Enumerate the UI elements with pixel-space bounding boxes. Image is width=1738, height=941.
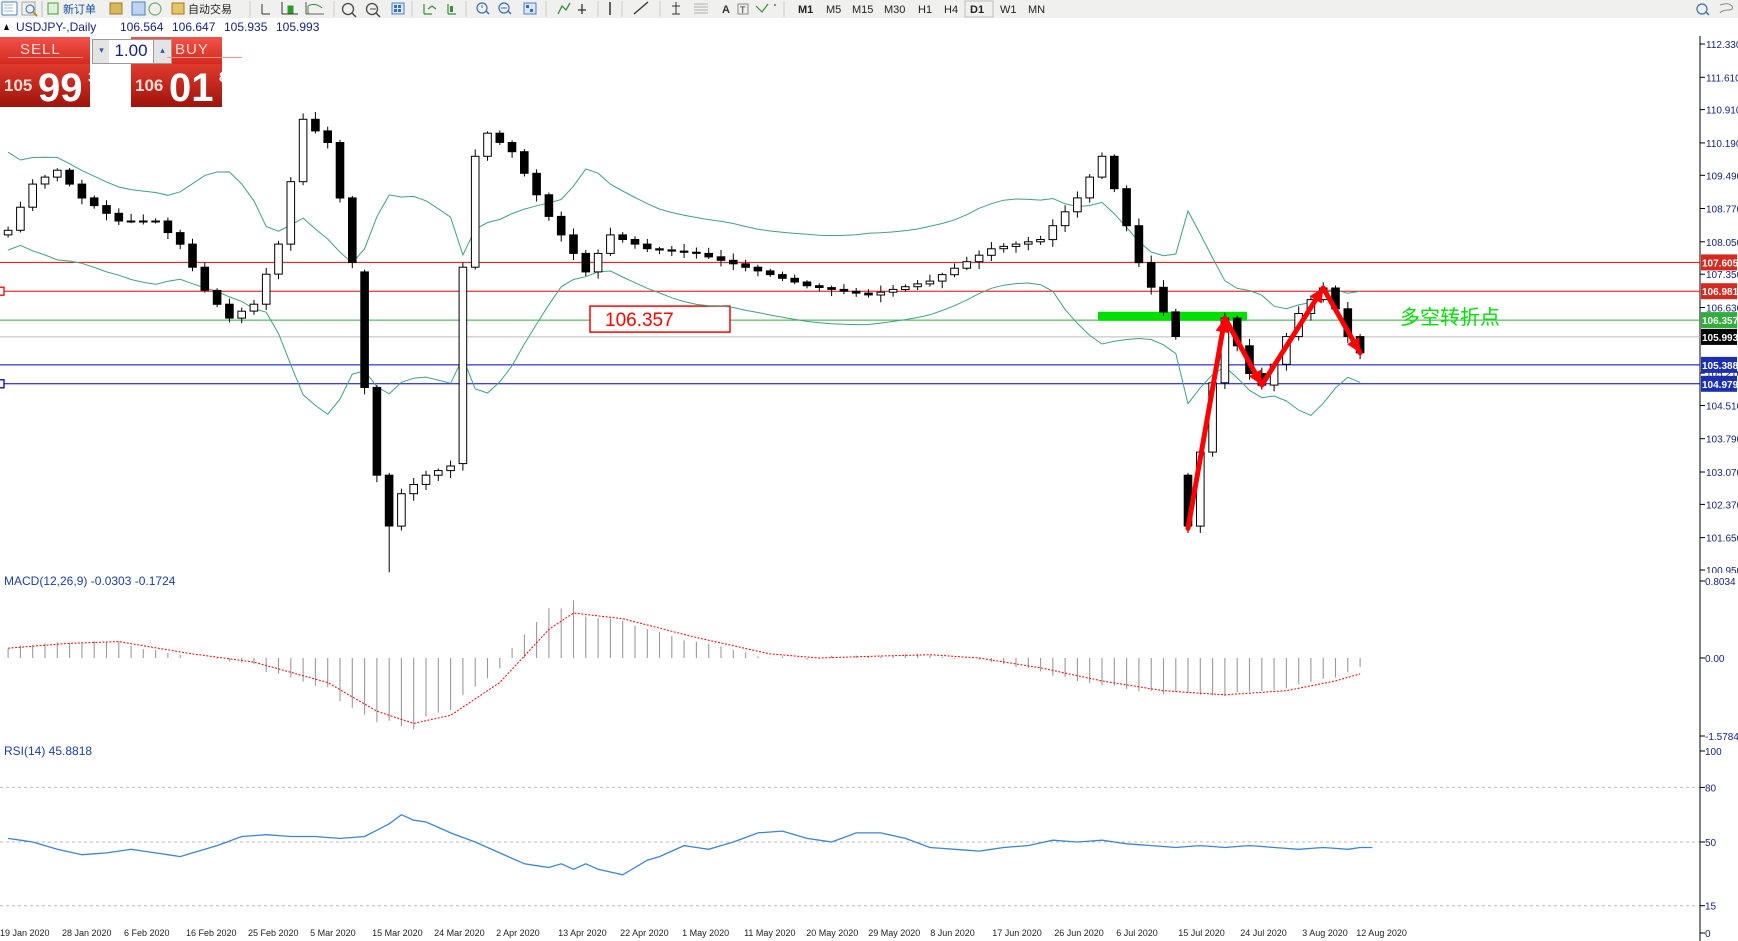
svg-text:MN: MN xyxy=(1028,4,1045,16)
svg-text:106.357: 106.357 xyxy=(605,310,674,331)
svg-text:H1: H1 xyxy=(918,4,932,16)
svg-text:22 Apr 2020: 22 Apr 2020 xyxy=(620,928,669,938)
svg-text:104.979: 104.979 xyxy=(1702,380,1738,391)
svg-text:108.050: 108.050 xyxy=(1706,238,1738,249)
svg-text:USDJPY-,Daily: USDJPY-,Daily xyxy=(16,20,96,34)
svg-text:109.490: 109.490 xyxy=(1706,171,1738,182)
svg-text:25 Feb 2020: 25 Feb 2020 xyxy=(248,928,299,938)
svg-text:11 May 2020: 11 May 2020 xyxy=(744,928,795,938)
svg-text:107.350: 107.350 xyxy=(1706,270,1738,281)
svg-text:M30: M30 xyxy=(884,4,905,16)
svg-text:1 May 2020: 1 May 2020 xyxy=(682,928,729,938)
svg-text:105.935: 105.935 xyxy=(224,20,268,34)
svg-text:16 Feb 2020: 16 Feb 2020 xyxy=(186,928,237,938)
svg-text:0.8034: 0.8034 xyxy=(1705,577,1736,588)
svg-text:6 Jul 2020: 6 Jul 2020 xyxy=(1116,928,1158,938)
svg-text:0.00: 0.00 xyxy=(1705,654,1725,665)
svg-text:8 Jun 2020: 8 Jun 2020 xyxy=(930,928,975,938)
svg-text:105.993: 105.993 xyxy=(1702,333,1738,344)
svg-text:W1: W1 xyxy=(1000,4,1017,16)
svg-text:15 Jul 2020: 15 Jul 2020 xyxy=(1178,928,1225,938)
svg-text:MACD(12,26,9) -0.0303 -0.1724: MACD(12,26,9) -0.0303 -0.1724 xyxy=(4,574,176,588)
svg-text:28 Jan 2020: 28 Jan 2020 xyxy=(62,928,112,938)
svg-text:108.770: 108.770 xyxy=(1706,205,1738,216)
svg-text:0: 0 xyxy=(1705,929,1711,940)
svg-text:112.330: 112.330 xyxy=(1706,40,1738,51)
svg-text:多空转折点: 多空转折点 xyxy=(1400,306,1500,329)
svg-text:104.510: 104.510 xyxy=(1706,402,1738,413)
svg-text:M5: M5 xyxy=(826,4,841,16)
svg-text:102.370: 102.370 xyxy=(1706,500,1738,511)
svg-text:105.388: 105.388 xyxy=(1702,361,1738,372)
svg-text:110.910: 110.910 xyxy=(1706,106,1738,117)
svg-text:80: 80 xyxy=(1705,783,1717,794)
svg-text:5 Mar 2020: 5 Mar 2020 xyxy=(310,928,356,938)
svg-text:106.564: 106.564 xyxy=(120,20,164,34)
svg-text:19 Jan 2020: 19 Jan 2020 xyxy=(0,928,50,938)
svg-text:3 Aug 2020: 3 Aug 2020 xyxy=(1302,928,1348,938)
svg-text:15 Mar 2020: 15 Mar 2020 xyxy=(372,928,423,938)
svg-text:H4: H4 xyxy=(944,4,958,16)
svg-text:101.650: 101.650 xyxy=(1706,534,1738,545)
svg-text:15: 15 xyxy=(1705,902,1717,913)
svg-text:M15: M15 xyxy=(852,4,873,16)
svg-text:自动交易: 自动交易 xyxy=(188,2,232,16)
svg-text:106.981: 106.981 xyxy=(1702,287,1738,298)
svg-text:-1.5784: -1.5784 xyxy=(1705,732,1738,743)
svg-text:T: T xyxy=(740,5,746,15)
svg-text:24 Mar 2020: 24 Mar 2020 xyxy=(434,928,485,938)
svg-text:M1: M1 xyxy=(798,4,813,16)
svg-text:105.993: 105.993 xyxy=(276,20,320,34)
svg-text:20 May 2020: 20 May 2020 xyxy=(806,928,858,938)
svg-text:107.605: 107.605 xyxy=(1702,258,1738,269)
svg-text:RSI(14) 45.8818: RSI(14) 45.8818 xyxy=(4,744,92,758)
svg-text:13 Apr 2020: 13 Apr 2020 xyxy=(558,928,607,938)
svg-text:D1: D1 xyxy=(970,4,984,16)
svg-text:26 Jun 2020: 26 Jun 2020 xyxy=(1054,928,1104,938)
svg-text:100: 100 xyxy=(1705,747,1722,758)
svg-text:103.790: 103.790 xyxy=(1706,435,1738,446)
svg-text:106.357: 106.357 xyxy=(1702,316,1738,327)
svg-text:A: A xyxy=(722,4,730,16)
svg-text:24 Jul 2020: 24 Jul 2020 xyxy=(1240,928,1287,938)
svg-text:6 Feb 2020: 6 Feb 2020 xyxy=(124,928,170,938)
svg-text:111.610: 111.610 xyxy=(1706,73,1738,84)
svg-text:2 Apr 2020: 2 Apr 2020 xyxy=(496,928,540,938)
svg-text:17 Jun 2020: 17 Jun 2020 xyxy=(992,928,1042,938)
svg-text:新订单: 新订单 xyxy=(63,2,96,16)
svg-text:29 May 2020: 29 May 2020 xyxy=(868,928,920,938)
svg-text:103.070: 103.070 xyxy=(1706,468,1738,479)
svg-text:100.950: 100.950 xyxy=(1706,566,1738,573)
svg-text:106.647: 106.647 xyxy=(172,20,216,34)
svg-text:50: 50 xyxy=(1705,838,1717,849)
svg-text:110.190: 110.190 xyxy=(1706,139,1738,150)
svg-text:12 Aug 2020: 12 Aug 2020 xyxy=(1356,928,1407,938)
